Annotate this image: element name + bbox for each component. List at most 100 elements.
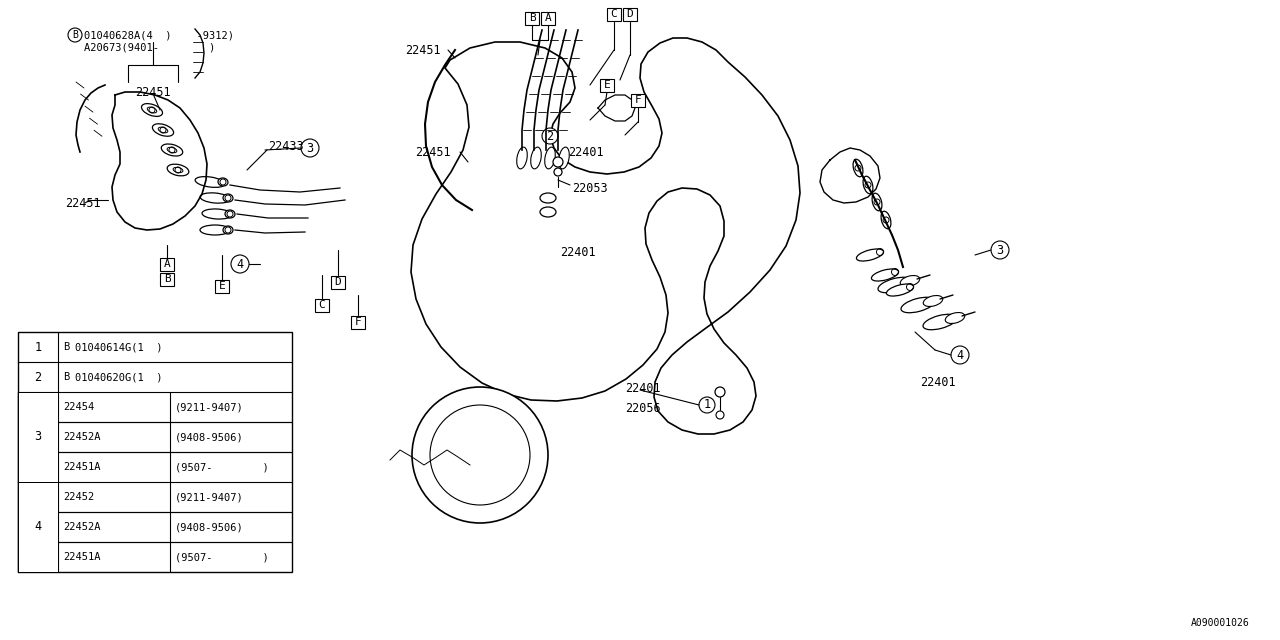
- Bar: [18, 392, 58, 481]
- Text: D: D: [334, 277, 342, 287]
- Ellipse shape: [517, 147, 527, 169]
- Circle shape: [59, 371, 73, 383]
- Bar: [215, 280, 229, 292]
- Text: 1: 1: [704, 399, 710, 412]
- Ellipse shape: [872, 193, 882, 211]
- Bar: [160, 257, 174, 271]
- Circle shape: [699, 397, 716, 413]
- Text: (9507-        ): (9507- ): [175, 552, 269, 562]
- Text: 22433: 22433: [268, 140, 303, 152]
- Text: 22451A: 22451A: [63, 552, 101, 562]
- Bar: [600, 79, 614, 92]
- Ellipse shape: [852, 159, 863, 177]
- Text: C: C: [319, 300, 325, 310]
- Ellipse shape: [901, 297, 934, 313]
- Text: 4: 4: [956, 349, 964, 362]
- Bar: [351, 316, 365, 328]
- Ellipse shape: [142, 104, 163, 116]
- Text: 22451: 22451: [415, 145, 451, 159]
- Text: 22452A: 22452A: [63, 522, 101, 532]
- Text: A: A: [544, 13, 552, 23]
- Circle shape: [412, 387, 548, 523]
- Bar: [607, 8, 621, 20]
- Text: 22401: 22401: [625, 381, 660, 394]
- Text: (9211-9407): (9211-9407): [175, 492, 243, 502]
- Text: C: C: [611, 9, 617, 19]
- Circle shape: [28, 427, 49, 447]
- Text: (9507-        ): (9507- ): [175, 462, 269, 472]
- Text: 01040628A(4  )    -9312): 01040628A(4 ) -9312): [84, 30, 234, 40]
- Ellipse shape: [195, 177, 225, 188]
- Text: B: B: [63, 372, 69, 382]
- Text: (9408-9506): (9408-9506): [175, 432, 243, 442]
- Ellipse shape: [223, 226, 233, 234]
- Ellipse shape: [540, 207, 556, 217]
- Bar: [623, 8, 637, 20]
- Ellipse shape: [223, 194, 233, 202]
- Text: B: B: [63, 342, 69, 352]
- Text: B: B: [164, 274, 170, 284]
- Ellipse shape: [531, 147, 541, 169]
- Text: A20673(9401-        ): A20673(9401- ): [84, 42, 215, 52]
- Ellipse shape: [900, 276, 920, 287]
- Text: F: F: [635, 95, 641, 105]
- Circle shape: [59, 340, 73, 353]
- Ellipse shape: [545, 147, 556, 169]
- Text: 4: 4: [237, 257, 243, 271]
- Circle shape: [951, 346, 969, 364]
- Text: B: B: [529, 13, 535, 23]
- Text: 01040614G(1  ): 01040614G(1 ): [76, 342, 163, 352]
- Text: 2: 2: [35, 371, 41, 383]
- Ellipse shape: [856, 249, 883, 261]
- Text: 22451A: 22451A: [63, 462, 101, 472]
- Text: 22451: 22451: [404, 44, 440, 56]
- Ellipse shape: [161, 144, 183, 156]
- Text: 3: 3: [996, 243, 1004, 257]
- Text: 22452A: 22452A: [63, 432, 101, 442]
- Ellipse shape: [540, 193, 556, 203]
- Circle shape: [991, 241, 1009, 259]
- Text: 4: 4: [35, 520, 41, 534]
- Text: (9408-9506): (9408-9506): [175, 522, 243, 532]
- Text: 22401: 22401: [561, 246, 595, 259]
- Text: 22454: 22454: [63, 402, 95, 412]
- Circle shape: [716, 387, 724, 397]
- Bar: [525, 12, 539, 24]
- Circle shape: [230, 255, 250, 273]
- Text: 22401: 22401: [568, 145, 604, 159]
- Ellipse shape: [863, 176, 873, 194]
- Circle shape: [553, 157, 563, 167]
- Polygon shape: [411, 38, 800, 434]
- Text: 22401: 22401: [920, 376, 956, 388]
- Text: B: B: [72, 30, 78, 40]
- Ellipse shape: [881, 211, 891, 228]
- Text: 22451: 22451: [65, 196, 101, 209]
- Ellipse shape: [202, 209, 232, 219]
- Ellipse shape: [225, 210, 236, 218]
- Text: E: E: [219, 281, 225, 291]
- Text: E: E: [604, 80, 611, 90]
- Ellipse shape: [923, 296, 943, 307]
- Text: 3: 3: [35, 431, 41, 444]
- Ellipse shape: [872, 269, 899, 281]
- Circle shape: [301, 139, 319, 157]
- Ellipse shape: [218, 178, 228, 186]
- Text: A: A: [164, 259, 170, 269]
- Text: (9211-9407): (9211-9407): [175, 402, 243, 412]
- Bar: [160, 273, 174, 285]
- Text: 01040620G(1  ): 01040620G(1 ): [76, 372, 163, 382]
- Text: 22056: 22056: [625, 401, 660, 415]
- Ellipse shape: [152, 124, 174, 136]
- Bar: [18, 483, 58, 572]
- Text: 22452: 22452: [63, 492, 95, 502]
- Ellipse shape: [558, 147, 570, 169]
- Circle shape: [28, 367, 49, 387]
- Ellipse shape: [168, 164, 189, 176]
- Ellipse shape: [878, 277, 911, 292]
- Circle shape: [541, 128, 558, 144]
- Ellipse shape: [887, 284, 914, 296]
- Bar: [315, 298, 329, 312]
- Circle shape: [68, 28, 82, 42]
- Bar: [541, 12, 556, 24]
- Text: 22451: 22451: [134, 86, 170, 99]
